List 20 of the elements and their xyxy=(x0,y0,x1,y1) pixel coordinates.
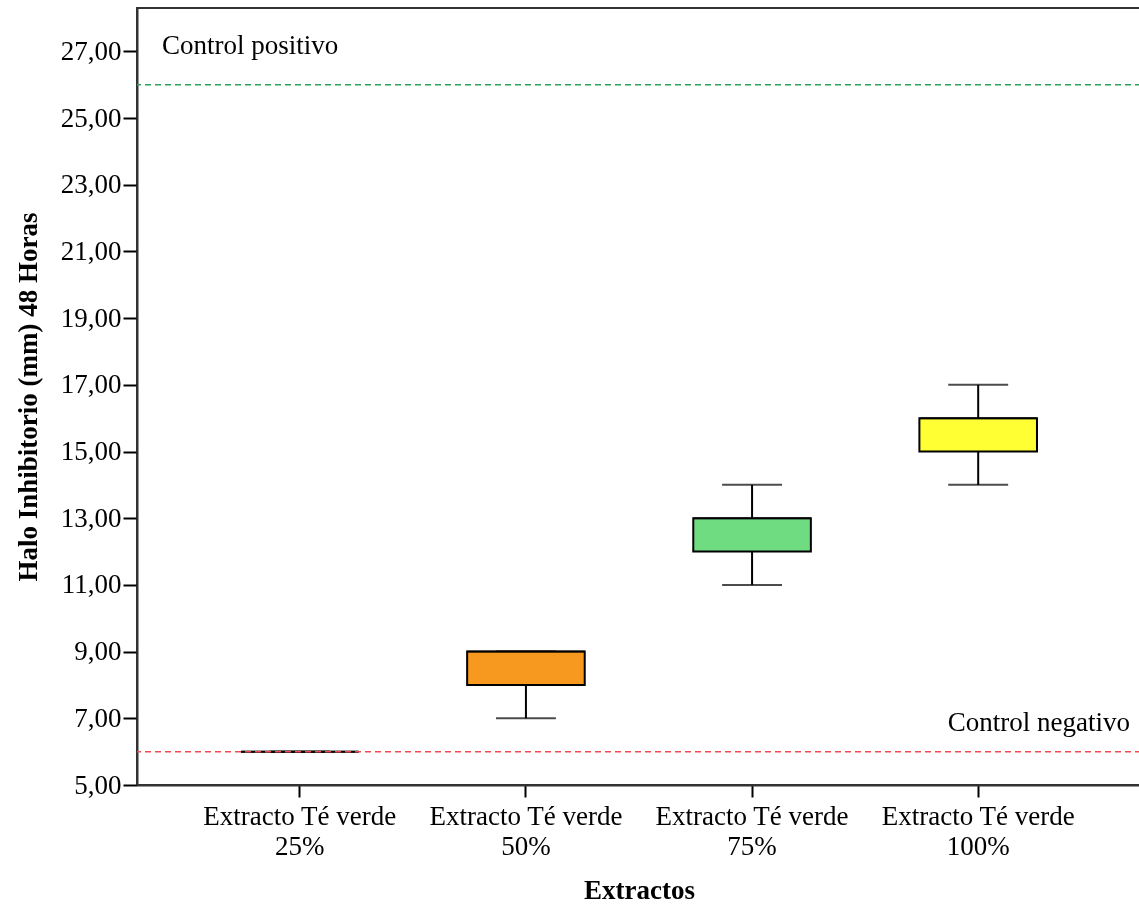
y-tick-label: 25,00 xyxy=(60,102,122,133)
y-tick-label: 23,00 xyxy=(60,169,122,200)
y-tick-label: 27,00 xyxy=(60,35,122,66)
y-tick-label: 13,00 xyxy=(60,502,122,533)
y-tick-label: 9,00 xyxy=(74,636,122,667)
y-tick-label: 5,00 xyxy=(74,769,122,800)
ref-line-label: Control negativo xyxy=(947,706,1130,737)
y-tick-label: 7,00 xyxy=(74,702,122,733)
x-tick-label: Extracto Té verde 50% xyxy=(429,800,623,861)
y-tick-label: 17,00 xyxy=(60,369,122,400)
y-tick-label: 21,00 xyxy=(60,235,122,266)
x-axis-title: Extractos xyxy=(584,874,695,905)
x-tick-label: Extracto Té verde 25% xyxy=(203,800,397,861)
x-tick-label: Extracto Té verde 75% xyxy=(655,800,849,861)
y-tick-label: 19,00 xyxy=(60,302,122,333)
ref-line-label: Control positivo xyxy=(162,29,339,60)
y-tick-label: 11,00 xyxy=(61,569,122,600)
y-axis-title: Halo Inhibitorio (mm) 48 Horas xyxy=(12,212,43,582)
y-tick-label: 15,00 xyxy=(60,436,122,467)
x-tick-label: Extracto Té verde 100% xyxy=(881,800,1075,861)
